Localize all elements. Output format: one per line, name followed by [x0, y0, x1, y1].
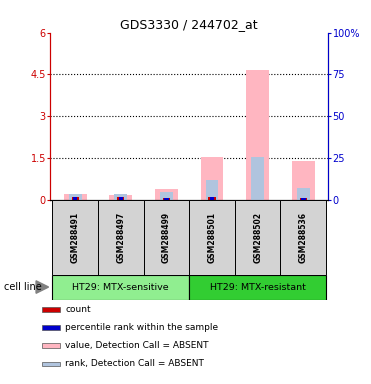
Bar	[42, 325, 60, 330]
Bar	[297, 188, 310, 200]
Bar	[114, 194, 127, 200]
Bar	[163, 198, 170, 200]
Title: GDS3330 / 244702_at: GDS3330 / 244702_at	[121, 18, 258, 31]
Bar	[69, 194, 82, 200]
Text: HT29: MTX-resistant: HT29: MTX-resistant	[210, 283, 306, 291]
Bar	[42, 343, 60, 348]
FancyBboxPatch shape	[52, 275, 189, 300]
Bar	[155, 189, 178, 200]
Bar	[300, 198, 307, 200]
Bar	[117, 197, 124, 200]
Bar	[206, 180, 219, 200]
Bar	[210, 197, 214, 200]
Bar	[301, 198, 306, 200]
FancyBboxPatch shape	[235, 200, 280, 275]
Text: cell line: cell line	[4, 282, 42, 292]
FancyBboxPatch shape	[189, 275, 326, 300]
Text: percentile rank within the sample: percentile rank within the sample	[65, 323, 219, 332]
Bar	[201, 157, 223, 200]
Bar	[42, 307, 60, 312]
Text: GSM288497: GSM288497	[116, 212, 125, 263]
Bar	[72, 197, 79, 200]
Bar	[251, 157, 264, 200]
Bar	[292, 161, 315, 200]
FancyBboxPatch shape	[144, 200, 189, 275]
Text: count: count	[65, 305, 91, 314]
Text: rank, Detection Call = ABSENT: rank, Detection Call = ABSENT	[65, 359, 204, 368]
Bar	[246, 70, 269, 200]
Text: GSM288491: GSM288491	[70, 212, 80, 263]
Text: GSM288502: GSM288502	[253, 212, 262, 263]
Text: HT29: MTX-sensitive: HT29: MTX-sensitive	[72, 283, 169, 291]
FancyBboxPatch shape	[189, 200, 235, 275]
FancyBboxPatch shape	[98, 200, 144, 275]
Bar	[64, 194, 86, 200]
FancyBboxPatch shape	[52, 200, 98, 275]
FancyBboxPatch shape	[280, 200, 326, 275]
Polygon shape	[36, 281, 49, 293]
Bar	[42, 362, 60, 366]
Bar	[118, 197, 123, 200]
Bar	[160, 192, 173, 200]
Bar	[109, 195, 132, 200]
Text: GSM288501: GSM288501	[207, 212, 217, 263]
Bar	[164, 198, 169, 200]
Bar	[209, 197, 216, 200]
Text: GSM288536: GSM288536	[299, 212, 308, 263]
Text: value, Detection Call = ABSENT: value, Detection Call = ABSENT	[65, 341, 209, 350]
Bar	[73, 197, 78, 200]
Text: GSM288499: GSM288499	[162, 212, 171, 263]
